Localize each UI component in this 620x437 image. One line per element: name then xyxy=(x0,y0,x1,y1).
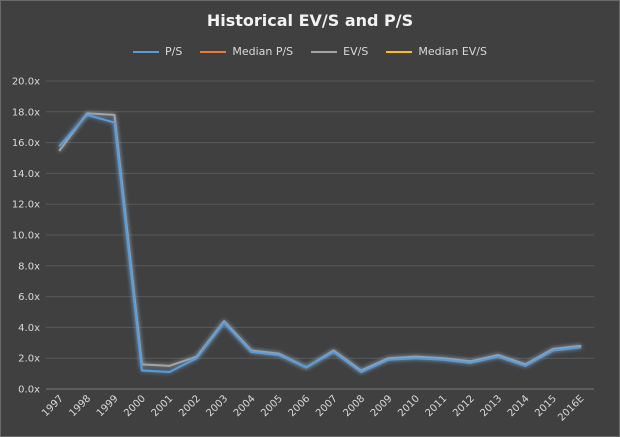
y-tick-label: 0.0x xyxy=(18,385,40,396)
y-tick-label: 14.0x xyxy=(12,169,40,180)
legend-swatch xyxy=(311,50,338,53)
legend-entry-median-p-s: Median P/S xyxy=(200,45,293,58)
y-tick-label: 12.0x xyxy=(12,200,40,211)
legend-swatch xyxy=(200,50,227,53)
y-tick-label: 18.0x xyxy=(12,107,40,118)
y-tick-label: 6.0x xyxy=(18,292,40,303)
x-tick-label: 2012 xyxy=(451,393,477,419)
legend-entry-median-ev-s: Median EV/S xyxy=(386,45,487,58)
x-tick-label: 2014 xyxy=(506,393,532,419)
x-tick-label: 1998 xyxy=(67,393,93,419)
y-tick-label: 4.0x xyxy=(18,323,40,334)
x-tick-label: 2009 xyxy=(369,393,395,419)
y-tick-label: 20.0x xyxy=(12,77,40,88)
x-tick-label: 2001 xyxy=(150,393,176,419)
x-tick-label: 2015 xyxy=(533,393,559,419)
y-tick-label: 16.0x xyxy=(12,138,40,149)
x-tick-label: 2010 xyxy=(396,393,422,419)
legend-swatch xyxy=(386,50,413,53)
legend-entry-p-s: P/S xyxy=(133,45,182,58)
series-line-p-s xyxy=(58,113,582,374)
x-tick-label: 1997 xyxy=(40,393,66,419)
x-tick-label: 2013 xyxy=(478,393,504,419)
legend-label: P/S xyxy=(165,45,183,58)
y-tick-label: 8.0x xyxy=(18,261,40,272)
x-tick-label: 2007 xyxy=(314,393,340,419)
legend-entry-ev-s: EV/S xyxy=(311,45,368,58)
chart-legend: P/S Median P/S EV/S Median EV/S xyxy=(1,45,619,58)
legend-label: Median P/S xyxy=(232,45,294,58)
legend-label: EV/S xyxy=(343,45,369,58)
x-tick-label: 2011 xyxy=(424,393,450,419)
y-tick-label: 2.0x xyxy=(18,354,40,365)
legend-label: Median EV/S xyxy=(418,45,487,58)
x-tick-label: 2005 xyxy=(259,393,285,419)
x-tick-label: 2016E xyxy=(556,393,586,423)
y-tick-label: 10.0x xyxy=(12,231,40,242)
x-tick-label: 2006 xyxy=(287,393,313,419)
x-tick-label: 2000 xyxy=(122,393,148,419)
x-tick-label: 2004 xyxy=(232,393,258,419)
chart-title: Historical EV/S and P/S xyxy=(206,11,414,30)
x-tick-label: 2002 xyxy=(177,393,203,419)
x-tick-label: 2003 xyxy=(204,393,230,419)
x-tick-label: 1999 xyxy=(95,393,121,419)
x-tick-label: 2008 xyxy=(341,393,367,419)
legend-swatch xyxy=(133,50,159,53)
